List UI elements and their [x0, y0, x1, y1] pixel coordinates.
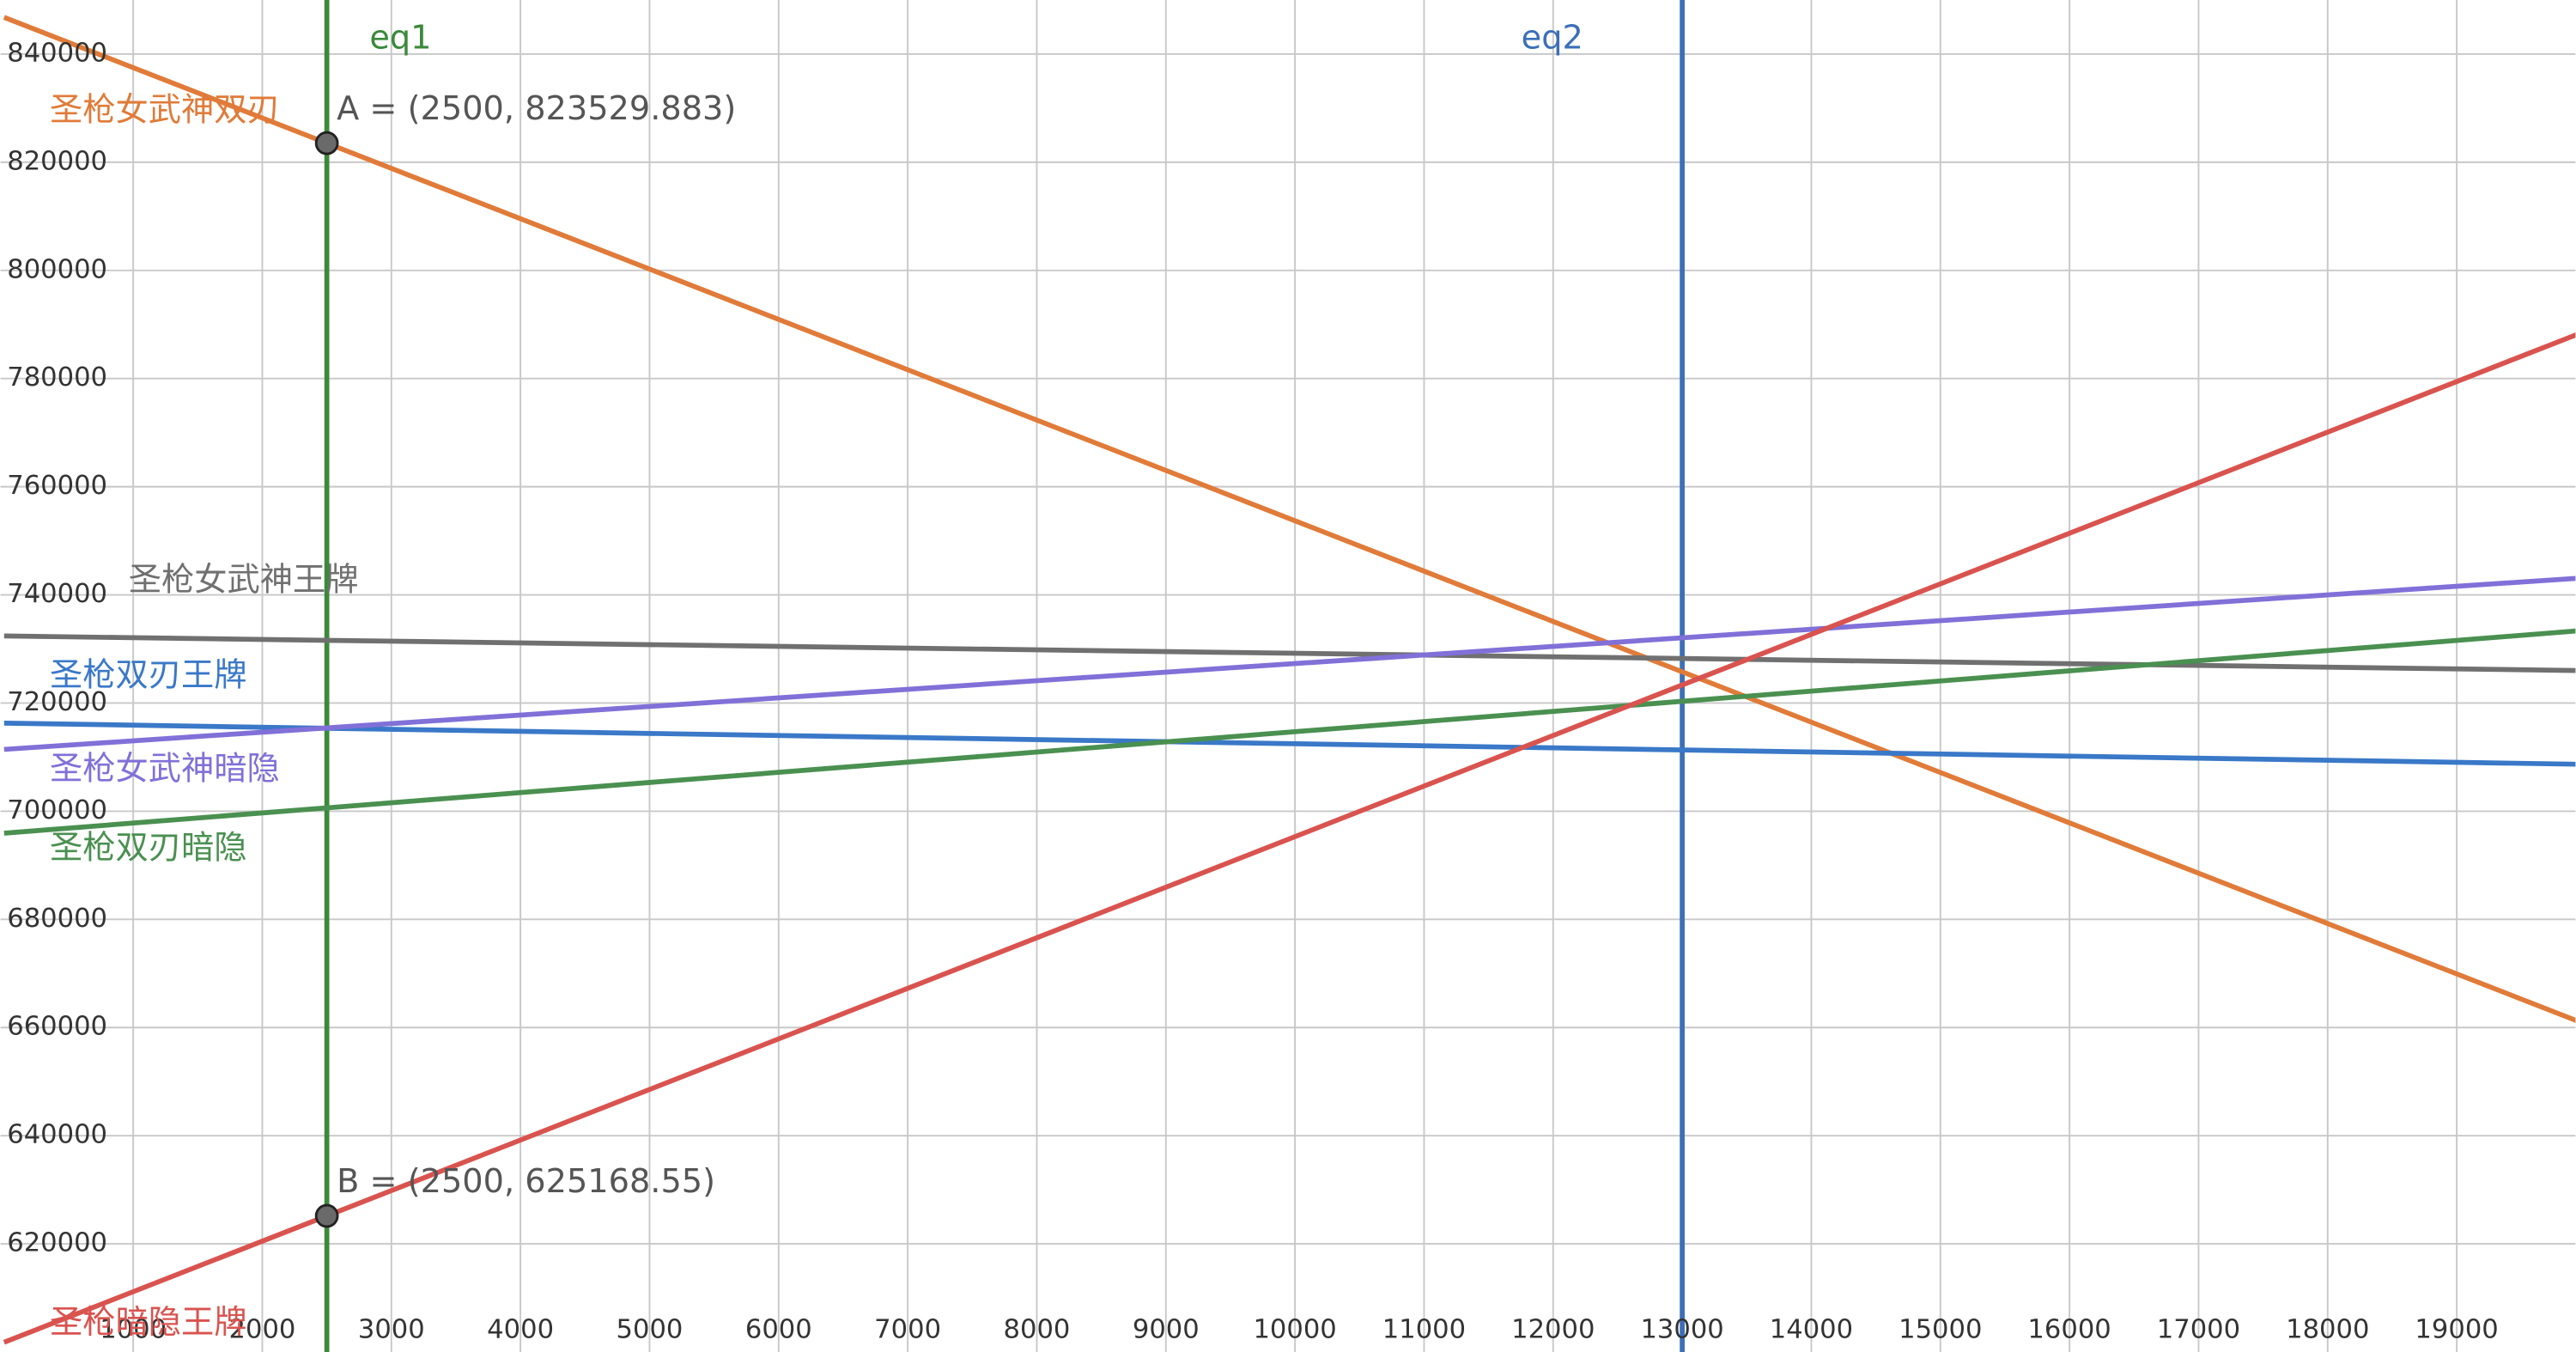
series-label: 圣枪女武神王牌	[129, 561, 359, 600]
x-tick-label: 10000	[1253, 1315, 1336, 1345]
y-tick-label: 660000	[7, 1012, 107, 1042]
x-tick-label: 7000	[874, 1315, 941, 1345]
vertical-line-label: eq1	[369, 18, 431, 57]
series-label: 圣枪女武神双刃	[50, 91, 280, 130]
y-tick-label: 720000	[7, 687, 107, 717]
y-tick-label: 680000	[7, 904, 107, 934]
y-tick-label: 780000	[7, 362, 107, 393]
y-tick-label: 640000	[7, 1120, 107, 1150]
series-line	[3, 15, 2576, 1023]
x-tick-label: 8000	[1004, 1315, 1071, 1345]
point-label: A = (2500, 823529.883)	[337, 89, 736, 128]
point	[314, 1203, 339, 1228]
series-label: 圣枪女武神暗隐	[50, 749, 280, 788]
x-tick-label: 1000	[100, 1315, 167, 1345]
x-tick-label: 18000	[2286, 1315, 2369, 1345]
x-tick-label: 12000	[1511, 1315, 1595, 1345]
y-tick-label: 700000	[7, 795, 107, 825]
y-tick-label: 840000	[7, 38, 107, 68]
x-tick-label: 4000	[487, 1315, 554, 1345]
y-tick-label: 760000	[7, 471, 107, 501]
y-tick-label: 800000	[7, 254, 107, 284]
x-tick-label: 5000	[617, 1315, 683, 1345]
x-tick-label: 17000	[2157, 1315, 2240, 1345]
point-label: B = (2500, 625168.55)	[337, 1162, 715, 1201]
series-line	[3, 720, 2576, 767]
labels: 1000 2000 3000 4000 5000 6000 7000 8000 9000 1000…	[7, 18, 2499, 1344]
plot-area	[3, 0, 2576, 1352]
x-tick-label: 9000	[1133, 1315, 1200, 1345]
x-tick-label: 11000	[1382, 1315, 1466, 1345]
series-label: 圣枪双刃暗隐	[50, 828, 247, 867]
y-tick-label: 740000	[7, 579, 107, 609]
x-tick-label: 15000	[1899, 1315, 1982, 1345]
series-label: 圣枪暗隐王牌	[50, 1303, 247, 1342]
point	[314, 131, 339, 155]
x-tick-label: 3000	[358, 1315, 425, 1345]
x-tick-label: 2000	[229, 1315, 296, 1345]
vertical-line-label: eq2	[1522, 18, 1583, 57]
series-line	[3, 332, 2576, 1345]
x-tick-label: 13000	[1640, 1315, 1723, 1345]
series-line	[3, 628, 2576, 836]
series-label: 圣枪双刃王牌	[50, 655, 247, 694]
y-tick-label: 820000	[7, 146, 107, 176]
x-tick-label: 6000	[745, 1315, 812, 1345]
series-line	[3, 576, 2576, 752]
x-tick-label: 14000	[1770, 1315, 1853, 1345]
x-tick-label: 16000	[2027, 1315, 2111, 1345]
x-tick-label: 19000	[2415, 1315, 2498, 1345]
y-tick-label: 620000	[7, 1228, 107, 1258]
